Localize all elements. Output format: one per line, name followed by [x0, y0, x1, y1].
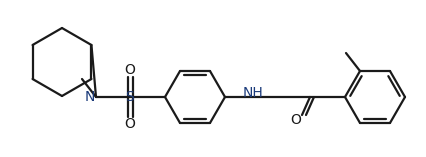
Text: O: O [291, 113, 302, 127]
Text: NH: NH [243, 86, 263, 100]
Text: O: O [124, 63, 135, 77]
Text: N: N [85, 90, 95, 104]
Text: S: S [126, 90, 134, 104]
Text: O: O [124, 117, 135, 131]
